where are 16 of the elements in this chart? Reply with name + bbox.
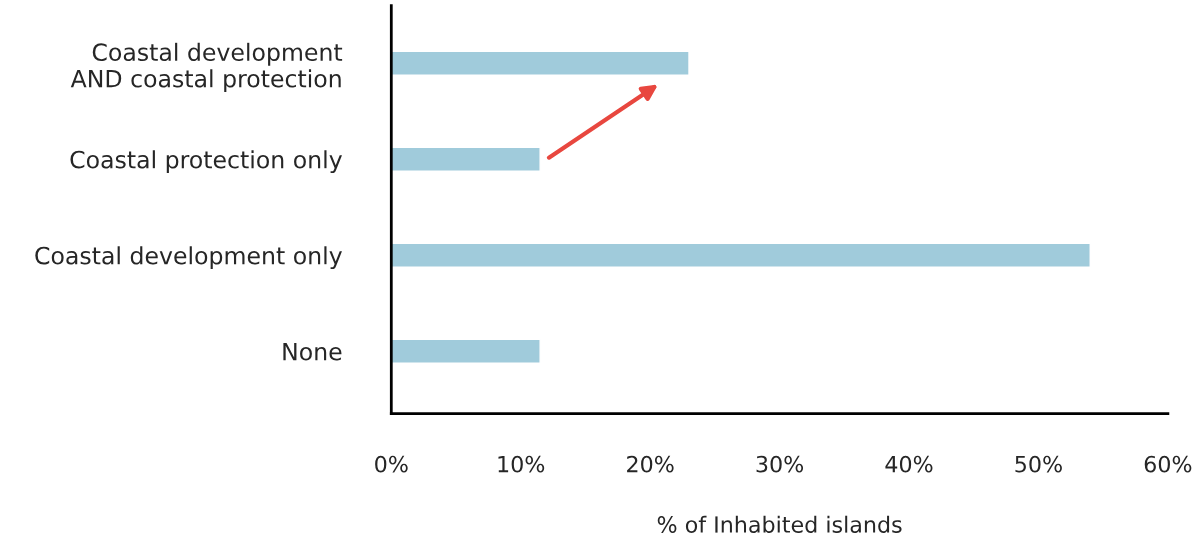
x-tick-label: 40% — [885, 455, 933, 473]
x-tick-label: 20% — [627, 455, 674, 473]
y-tick-label: None — [283, 343, 342, 361]
x-tick-label: 50% — [1015, 455, 1062, 473]
y-tick-label: Coastal protection only — [70, 150, 342, 174]
x-axis-title: % of Inhabited islands — [657, 515, 902, 533]
x-tick-label: 30% — [756, 455, 804, 473]
y-tick-label: Coastal development AND coastal protection — [70, 42, 343, 93]
bar — [391, 242, 1091, 268]
y-tick-label: Coastal development only — [35, 246, 342, 270]
bar — [391, 50, 690, 76]
x-tick-label: 60% — [1144, 455, 1192, 473]
x-tick-label: 0% — [375, 455, 408, 473]
bar — [391, 338, 541, 364]
bar — [391, 146, 541, 172]
x-tick-label: 10% — [498, 455, 545, 473]
